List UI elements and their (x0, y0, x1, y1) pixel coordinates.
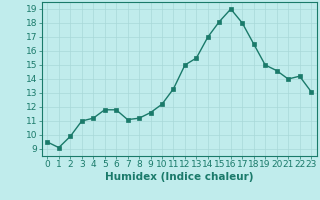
X-axis label: Humidex (Indice chaleur): Humidex (Indice chaleur) (105, 172, 253, 182)
